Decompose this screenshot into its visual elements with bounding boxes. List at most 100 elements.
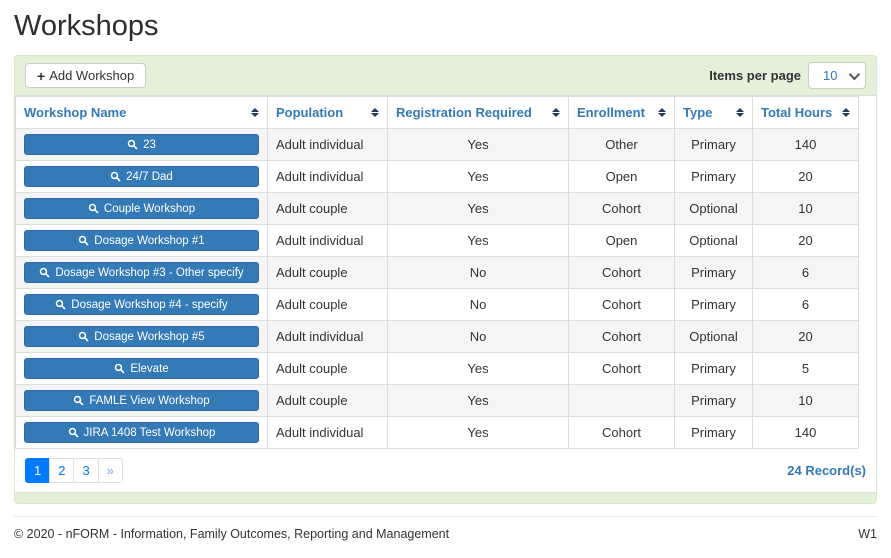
workshop-name-cell: Dosage Workshop #3 - Other specify bbox=[15, 256, 268, 289]
workshop-name-label: Couple Workshop bbox=[103, 202, 196, 215]
population-cell: Adult individual bbox=[267, 416, 388, 449]
type-cell: Primary bbox=[674, 160, 753, 193]
population-cell: Adult couple bbox=[267, 192, 388, 225]
column-header-label: Enrollment bbox=[577, 105, 645, 120]
type-cell: Primary bbox=[674, 256, 753, 289]
table-body: 23 Adult individual Yes Other Primary 140 24/7… bbox=[15, 128, 859, 449]
population-cell: Adult couple bbox=[267, 256, 388, 289]
workshop-open-button[interactable]: Dosage Workshop #3 - Other specify bbox=[24, 262, 259, 283]
chevron-down-icon bbox=[848, 68, 861, 80]
items-per-page-label: Items per page bbox=[709, 68, 801, 83]
search-icon bbox=[78, 235, 89, 246]
workshop-name-cell: 23 bbox=[15, 128, 268, 161]
population-cell: Adult couple bbox=[267, 384, 388, 417]
workshop-name-label: 24/7 Dad bbox=[126, 170, 173, 183]
type-cell: Primary bbox=[674, 384, 753, 417]
total-hours-cell: 5 bbox=[752, 352, 859, 385]
sort-icon bbox=[842, 108, 850, 117]
workshop-open-button[interactable]: Dosage Workshop #4 - specify bbox=[24, 294, 259, 315]
toolbar: + Add Workshop Items per page 10 bbox=[15, 56, 876, 95]
workshop-open-button[interactable]: 23 bbox=[24, 134, 259, 155]
page: Workshops + Add Workshop Items per page … bbox=[14, 10, 877, 517]
workshop-name-cell: Dosage Workshop #1 bbox=[15, 224, 268, 257]
column-header-label: Workshop Name bbox=[24, 105, 127, 120]
workshop-name-label: Dosage Workshop #3 - Other specify bbox=[55, 266, 244, 279]
items-per-page: Items per page 10 bbox=[709, 62, 866, 89]
enrollment-cell: Other bbox=[568, 128, 675, 161]
table-row: JIRA 1408 Test Workshop Adult individual Y… bbox=[15, 416, 859, 449]
enrollment-cell: Cohort bbox=[568, 320, 675, 353]
population-cell: Adult couple bbox=[267, 352, 388, 385]
table-row: Dosage Workshop #4 - specify Adult couple… bbox=[15, 288, 859, 321]
workshop-open-button[interactable]: Couple Workshop bbox=[24, 198, 259, 219]
items-per-page-select[interactable]: 10 bbox=[808, 62, 866, 89]
population-cell: Adult individual bbox=[267, 160, 388, 193]
column-header-workshop-name[interactable]: Workshop Name bbox=[15, 96, 268, 129]
add-workshop-button[interactable]: + Add Workshop bbox=[25, 63, 147, 88]
workshop-open-button[interactable]: JIRA 1408 Test Workshop bbox=[24, 422, 259, 443]
footer-divider bbox=[14, 516, 877, 517]
enrollment-cell: Open bbox=[568, 160, 675, 193]
search-icon bbox=[73, 395, 84, 406]
column-header-population[interactable]: Population bbox=[267, 96, 388, 129]
table-row: Elevate Adult couple Yes Cohort Primary 5 bbox=[15, 352, 859, 385]
page-button-1[interactable]: 1 bbox=[25, 458, 51, 483]
column-header-type[interactable]: Type bbox=[674, 96, 753, 129]
registration-required-cell: Yes bbox=[387, 352, 569, 385]
sort-icon bbox=[658, 108, 666, 117]
plus-icon: + bbox=[37, 67, 46, 84]
workshop-open-button[interactable]: Dosage Workshop #5 bbox=[24, 326, 259, 347]
column-header-label: Total Hours bbox=[761, 105, 833, 120]
search-icon bbox=[55, 299, 66, 310]
column-header-total-hours[interactable]: Total Hours bbox=[752, 96, 859, 129]
total-hours-cell: 140 bbox=[752, 416, 859, 449]
table-row: Dosage Workshop #5 Adult individual No Coho… bbox=[15, 320, 859, 353]
population-cell: Adult individual bbox=[267, 320, 388, 353]
sort-icon bbox=[736, 108, 744, 117]
records-count: 24 Record(s) bbox=[787, 463, 866, 478]
table-row: Couple Workshop Adult couple Yes Cohort Opti… bbox=[15, 192, 859, 225]
column-header-enrollment[interactable]: Enrollment bbox=[568, 96, 675, 129]
workshop-open-button[interactable]: 24/7 Dad bbox=[24, 166, 259, 187]
page-button-2[interactable]: 2 bbox=[49, 458, 75, 483]
workshops-table-card: Workshop Name Population Registration Requ… bbox=[15, 95, 876, 493]
enrollment-cell: Open bbox=[568, 224, 675, 257]
pagination: 1 2 3» bbox=[25, 458, 123, 483]
enrollment-cell: Cohort bbox=[568, 416, 675, 449]
workshop-open-button[interactable]: Dosage Workshop #1 bbox=[24, 230, 259, 251]
column-header-label: Registration Required bbox=[396, 105, 532, 120]
workshop-open-button[interactable]: FAMLE View Workshop bbox=[24, 390, 259, 411]
enrollment-cell bbox=[568, 384, 675, 417]
workshop-name-cell: Elevate bbox=[15, 352, 268, 385]
column-header-registration-required[interactable]: Registration Required bbox=[387, 96, 569, 129]
workshop-open-button[interactable]: Elevate bbox=[24, 358, 259, 379]
footer-page-code: W1 bbox=[858, 527, 877, 541]
workshop-name-label: JIRA 1408 Test Workshop bbox=[83, 426, 216, 439]
workshop-name-cell: Dosage Workshop #4 - specify bbox=[15, 288, 268, 321]
registration-required-cell: No bbox=[387, 288, 569, 321]
enrollment-cell: Cohort bbox=[568, 288, 675, 321]
page-button-3[interactable]: 3 bbox=[73, 458, 99, 483]
total-hours-cell: 140 bbox=[752, 128, 859, 161]
total-hours-cell: 20 bbox=[752, 320, 859, 353]
next-page-button[interactable]: » bbox=[97, 458, 123, 483]
table-row: Dosage Workshop #3 - Other specify Adult … bbox=[15, 256, 859, 289]
table-header-row: Workshop Name Population Registration Requ… bbox=[15, 96, 859, 129]
sort-icon bbox=[371, 108, 379, 117]
registration-required-cell: No bbox=[387, 256, 569, 289]
registration-required-cell: Yes bbox=[387, 416, 569, 449]
workshop-name-cell: 24/7 Dad bbox=[15, 160, 268, 193]
workshop-name-label: Dosage Workshop #5 bbox=[94, 330, 205, 343]
search-icon bbox=[78, 331, 89, 342]
type-cell: Optional bbox=[674, 224, 753, 257]
table-row: 23 Adult individual Yes Other Primary 140 bbox=[15, 128, 859, 161]
population-cell: Adult individual bbox=[267, 224, 388, 257]
page-title: Workshops bbox=[14, 10, 159, 42]
pagination-row: 1 2 3» 24 Record(s) bbox=[15, 449, 876, 492]
panel-bottom-padding bbox=[15, 493, 876, 503]
search-icon bbox=[39, 267, 50, 278]
registration-required-cell: Yes bbox=[387, 224, 569, 257]
column-header-label: Population bbox=[276, 105, 344, 120]
sort-icon bbox=[552, 108, 560, 117]
column-header-label: Type bbox=[683, 105, 713, 120]
